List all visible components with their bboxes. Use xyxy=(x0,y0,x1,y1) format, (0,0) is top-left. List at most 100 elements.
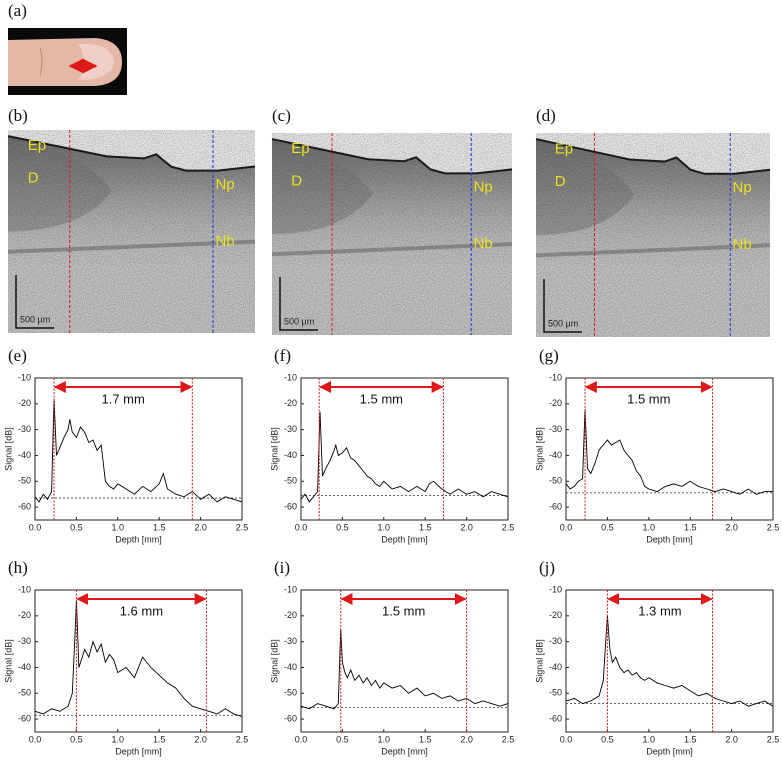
x-tick-label: 1.0 xyxy=(378,734,391,744)
tissue-label: D xyxy=(291,172,302,189)
speckle xyxy=(272,133,512,335)
x-tick-label: 2.5 xyxy=(767,522,780,532)
signal-line xyxy=(34,398,243,503)
depth-annotation: 1.3 mm xyxy=(638,603,681,618)
depth-annotation: 1.6 mm xyxy=(120,603,163,618)
signal-line xyxy=(300,411,509,503)
x-tick-label: 0.5 xyxy=(601,522,614,532)
y-tick-label: -50 xyxy=(18,476,31,486)
tissue-label: D xyxy=(28,170,39,187)
y-tick-label: -40 xyxy=(549,450,562,460)
tissue-label: Nb xyxy=(215,233,234,250)
x-tick-label: 0.5 xyxy=(70,522,83,532)
panel-label: (e) xyxy=(8,346,27,365)
tissue-label: Ep xyxy=(555,140,573,157)
panel-label: (b) xyxy=(8,106,28,125)
y-tick-label: -60 xyxy=(18,713,31,723)
y-tick-label: -20 xyxy=(284,610,297,620)
y-tick-label: -60 xyxy=(284,713,297,723)
speckle xyxy=(536,133,770,337)
y-tick-label: -10 xyxy=(18,372,31,382)
y-tick-label: -30 xyxy=(18,636,31,646)
y-axis-label: Signal [dB] xyxy=(3,427,13,471)
depth-annotation: 1.5 mm xyxy=(382,603,425,618)
x-axis-label: Depth [mm] xyxy=(381,746,428,756)
depth-annotation: 1.5 mm xyxy=(627,391,670,406)
scale-label: 500 µm xyxy=(20,314,50,324)
y-tick-label: -60 xyxy=(549,501,562,511)
x-tick-label: 1.0 xyxy=(643,734,656,744)
x-tick-label: 2.0 xyxy=(460,734,473,744)
y-tick-label: -40 xyxy=(284,450,297,460)
y-tick-label: -40 xyxy=(18,450,31,460)
y-tick-label: -10 xyxy=(549,584,562,594)
surface-line xyxy=(271,138,513,175)
x-tick-label: 2.5 xyxy=(767,734,780,744)
x-tick-label: 2.0 xyxy=(194,734,207,744)
x-tick-label: 1.0 xyxy=(112,522,125,532)
y-tick-label: -20 xyxy=(18,398,31,408)
x-axis-label: Depth [mm] xyxy=(646,534,693,544)
x-tick-label: 0.0 xyxy=(295,522,308,532)
panel-label: (d) xyxy=(536,106,556,125)
y-tick-label: -30 xyxy=(284,424,297,434)
y-tick-label: -10 xyxy=(18,584,31,594)
x-tick-label: 0.0 xyxy=(560,522,573,532)
panel-label: (a) xyxy=(8,1,27,20)
x-tick-label: 1.5 xyxy=(153,734,166,744)
x-tick-label: 1.5 xyxy=(684,522,697,532)
panel-label: (j) xyxy=(539,558,555,577)
surface-line xyxy=(7,135,256,172)
x-tick-label: 2.5 xyxy=(236,522,249,532)
x-tick-label: 0.5 xyxy=(336,734,349,744)
x-tick-label: 1.5 xyxy=(684,734,697,744)
y-tick-label: -40 xyxy=(549,662,562,672)
speckle xyxy=(8,130,255,333)
panel-label: (c) xyxy=(272,106,291,125)
y-tick-label: -50 xyxy=(284,476,297,486)
x-tick-label: 2.0 xyxy=(460,522,473,532)
y-tick-label: -20 xyxy=(549,610,562,620)
panel-label: (g) xyxy=(539,346,559,365)
y-tick-label: -20 xyxy=(18,610,31,620)
plot-frame xyxy=(565,589,774,733)
tissue-label: Np xyxy=(474,179,493,196)
oct-image: Ep D Np Nb 500 µm xyxy=(271,133,513,335)
signal-line xyxy=(565,408,773,495)
scale-bar xyxy=(15,275,54,329)
y-tick-label: -40 xyxy=(284,662,297,672)
y-tick-label: -10 xyxy=(284,372,297,382)
y-axis-label: Signal [dB] xyxy=(534,639,544,683)
x-tick-label: 1.0 xyxy=(112,734,125,744)
panel-label: (i) xyxy=(274,558,290,577)
depth-annotation: 1.7 mm xyxy=(102,391,145,406)
finger-photo xyxy=(8,28,127,95)
plot-frame xyxy=(34,589,243,733)
scale-label: 500 µm xyxy=(548,318,578,328)
x-tick-label: 1.0 xyxy=(378,522,391,532)
tissue-label: Nb xyxy=(474,235,493,252)
y-tick-label: -60 xyxy=(284,501,297,511)
x-tick-label: 0.0 xyxy=(560,734,573,744)
x-tick-label: 2.5 xyxy=(502,734,515,744)
panel-label: (h) xyxy=(8,558,28,577)
x-tick-label: 0.0 xyxy=(29,522,42,532)
y-axis-label: Signal [dB] xyxy=(269,639,279,683)
x-axis-label: Depth [mm] xyxy=(646,746,693,756)
y-axis-label: Signal [dB] xyxy=(269,427,279,471)
y-tick-label: -30 xyxy=(18,424,31,434)
y-tick-label: -60 xyxy=(18,501,31,511)
tissue-label: Ep xyxy=(28,137,46,154)
plot-frame xyxy=(565,377,774,521)
y-tick-label: -50 xyxy=(549,688,562,698)
x-tick-label: 1.5 xyxy=(419,734,432,744)
plot-frame xyxy=(300,589,509,733)
x-tick-label: 0.0 xyxy=(29,734,42,744)
x-tick-label: 0.5 xyxy=(336,522,349,532)
y-axis-label: Signal [dB] xyxy=(534,427,544,471)
y-tick-label: -10 xyxy=(549,372,562,382)
x-tick-label: 0.5 xyxy=(70,734,83,744)
signal-line xyxy=(565,615,774,707)
x-tick-label: 1.5 xyxy=(153,522,166,532)
